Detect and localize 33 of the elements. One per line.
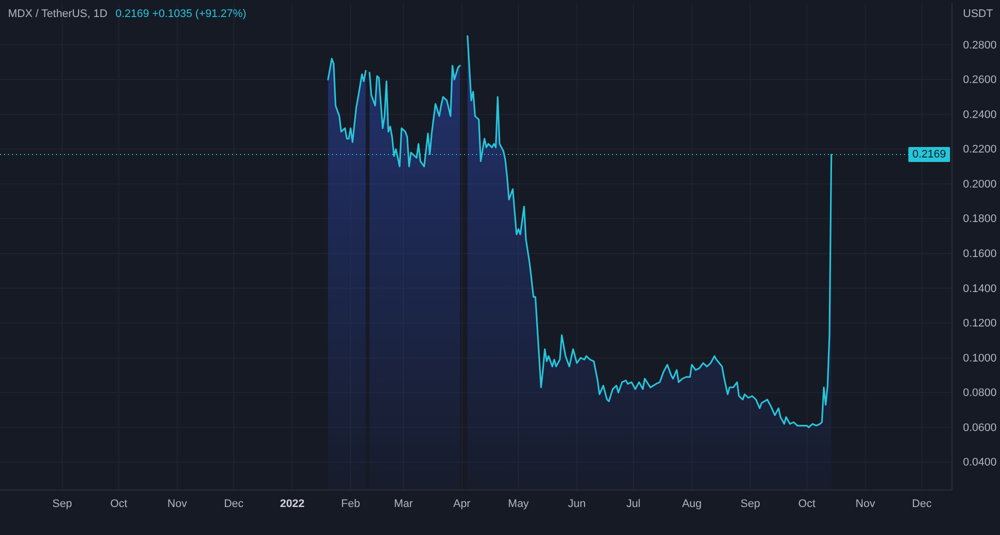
- y-tick-label: 0.2400: [963, 108, 997, 121]
- y-tick-label: 0.1400: [963, 282, 997, 295]
- y-tick-label: 0.1600: [963, 248, 997, 260]
- y-tick-label: 0.2800: [963, 39, 997, 52]
- x-tick-label: Apr: [453, 498, 471, 510]
- x-tick-label: Feb: [341, 498, 360, 510]
- x-tick-label: 2022: [280, 498, 304, 510]
- x-tick-label: Nov: [167, 498, 188, 510]
- x-tick-label: Dec: [912, 498, 932, 510]
- y-tick-label: 0.2000: [963, 178, 997, 190]
- x-tick-label: Nov: [856, 498, 876, 510]
- x-tick-label: Oct: [798, 498, 816, 510]
- x-tick-label: Aug: [682, 498, 702, 510]
- x-tick-label: Oct: [110, 498, 128, 510]
- x-tick-label: Mar: [394, 498, 414, 510]
- x-tick-label: Jul: [626, 498, 640, 510]
- ref-line-label: 0.2169: [912, 148, 946, 160]
- y-tick-label: 0.0400: [963, 456, 997, 469]
- y-tick-label: 0.1800: [963, 213, 997, 226]
- y-tick-label: 0.2600: [963, 74, 997, 86]
- y-axis-title: USDT: [963, 8, 994, 20]
- chart-title: MDX / TetherUS, 1D: [8, 8, 108, 20]
- x-tick-label: Jun: [568, 498, 586, 510]
- x-tick-label: Sep: [52, 498, 72, 510]
- y-tick-label: 0.0600: [963, 422, 997, 434]
- y-tick-label: 0.2200: [963, 144, 997, 156]
- y-tick-label: 0.0800: [963, 387, 997, 400]
- y-tick-label: 0.1200: [963, 318, 997, 330]
- x-tick-label: Sep: [740, 498, 760, 510]
- x-tick-label: Dec: [224, 498, 244, 510]
- chart-subtitle: 0.2169 +0.1035 (+91.27%): [115, 8, 246, 20]
- y-tick-label: 0.1000: [963, 352, 997, 364]
- x-tick-label: May: [508, 498, 530, 510]
